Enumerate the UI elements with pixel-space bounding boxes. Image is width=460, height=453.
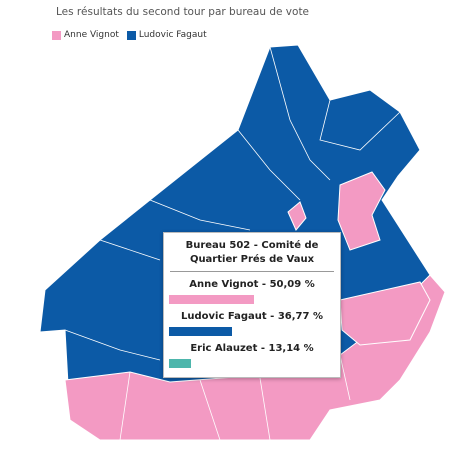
- candidate-name: Anne Vignot: [189, 279, 259, 290]
- result-bar: [169, 327, 232, 336]
- tooltip-row: Eric Alauzet - 13,14 %: [190, 343, 314, 354]
- candidate-name: Eric Alauzet: [190, 343, 258, 354]
- district-pink: [337, 171, 386, 251]
- legend-swatch: [52, 30, 61, 40]
- legend-swatch: [126, 30, 136, 40]
- map-title: Les résultats du second tour par bureau …: [56, 6, 310, 18]
- candidate-value: 36,77 %: [277, 311, 323, 322]
- legend: Anne Vignot Ludovic Fagaut: [52, 30, 207, 40]
- legend-label: Ludovic Fagaut: [138, 30, 207, 40]
- candidate-value: 50,09 %: [269, 279, 315, 290]
- tooltip-title: Bureau 502 - Comité de Quartier Prés de …: [170, 233, 334, 272]
- tooltip-row: Ludovic Fagaut - 36,77 %: [181, 311, 323, 322]
- district-pink: [339, 281, 431, 346]
- result-bar: [169, 359, 192, 368]
- candidate-name: Ludovic Fagaut: [181, 311, 267, 322]
- tooltip: Bureau 502 - Comité de Quartier Prés de …: [163, 232, 341, 378]
- district-pink: [287, 201, 307, 231]
- legend-item: Anne Vignot: [52, 30, 119, 40]
- legend-item: Ludovic Fagaut: [126, 30, 207, 40]
- district-borders: [64, 46, 401, 441]
- tooltip-row: Anne Vignot - 50,09 %: [189, 279, 315, 290]
- candidate-value: 13,14 %: [268, 343, 314, 354]
- tooltip-rows: Anne Vignot - 50,09 % Ludovic Fagaut - 36…: [164, 279, 340, 368]
- legend-label: Anne Vignot: [64, 30, 119, 40]
- result-bar: [169, 295, 255, 304]
